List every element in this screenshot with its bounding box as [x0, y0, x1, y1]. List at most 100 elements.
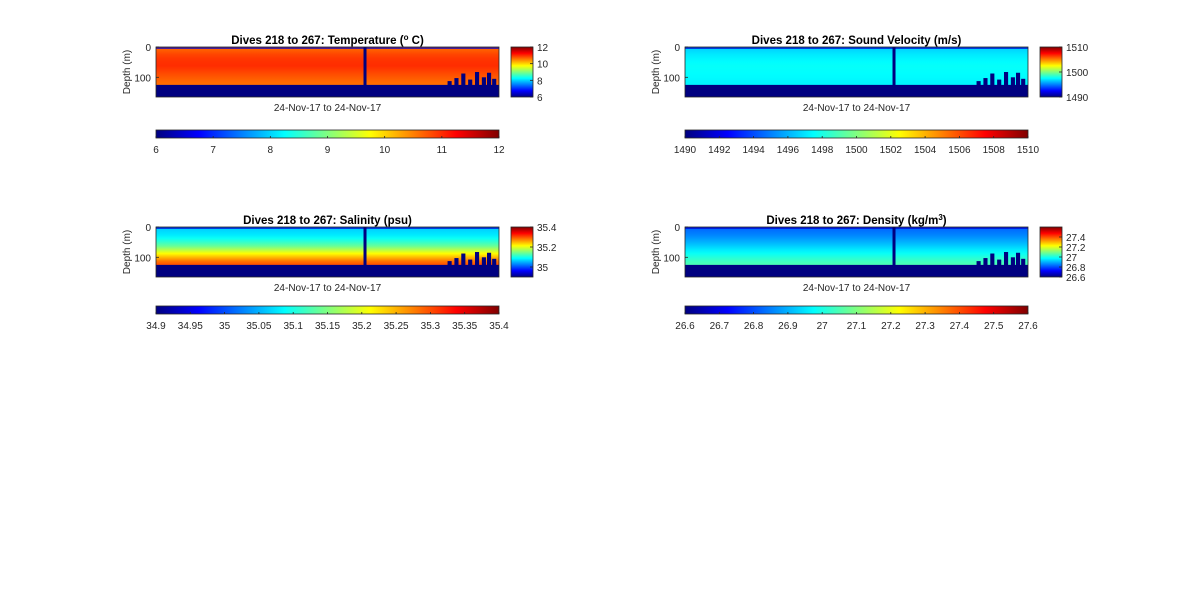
bathymetry-step — [1003, 252, 1009, 266]
horizontal-colorbar-tick-label: 1506 — [948, 145, 971, 156]
y-tick-label: 0 — [674, 223, 680, 234]
y-tick-label: 0 — [145, 43, 151, 54]
colorbar-tick-label: 12 — [537, 43, 549, 54]
bathymetry-step — [492, 258, 497, 266]
bathymetry-step — [447, 261, 452, 266]
horizontal-colorbar-tick-label: 1492 — [708, 145, 731, 156]
bathymetry-step — [481, 77, 486, 86]
surface-gap — [156, 47, 499, 49]
axes-frame — [684, 226, 1029, 278]
colorbar-tick-label: 26.8 — [1066, 263, 1086, 274]
data-gap — [892, 227, 896, 277]
axes-frame — [155, 226, 500, 278]
colorbar — [510, 46, 534, 98]
y-axis-label: Depth (m) — [122, 230, 133, 274]
data-gap — [892, 47, 896, 97]
horizontal-colorbar-tick-label: 1496 — [777, 145, 800, 156]
chart-panel-0: Dives 218 to 267: Temperature (o C) 0 100D… — [122, 33, 549, 156]
bathymetry-step — [1015, 252, 1021, 266]
colorbar-tick-label: 6 — [537, 93, 543, 104]
colorbar — [1039, 46, 1063, 98]
horizontal-colorbar-tick-label: 27.1 — [847, 321, 867, 332]
y-tick-label: 100 — [134, 253, 151, 264]
horizontal-colorbar-tick-label: 6 — [153, 145, 159, 156]
horizontal-colorbar-tick-label: 7 — [210, 145, 216, 156]
axes-frame — [684, 46, 1029, 98]
chart-panel-3: Dives 218 to 267: Density (kg/m3) 0 100Dep… — [651, 213, 1086, 332]
horizontal-colorbar-tick-label: 26.6 — [675, 321, 695, 332]
colorbar-tick-label: 35.4 — [537, 223, 557, 234]
x-axis-label: 24-Nov-17 to 24-Nov-17 — [803, 103, 911, 114]
bathymetry-step — [486, 252, 492, 266]
x-axis-label: 24-Nov-17 to 24-Nov-17 — [274, 103, 382, 114]
bathymetry-step — [468, 259, 473, 266]
bathymetry-step — [447, 81, 452, 86]
surface-gap — [156, 227, 499, 229]
chart-title: Dives 218 to 267: Sound Velocity (m/s) — [752, 35, 962, 47]
bathymetry-step — [454, 258, 459, 266]
colorbar — [510, 226, 534, 278]
axes-frame — [155, 46, 500, 98]
bathymetry-step — [492, 78, 497, 86]
heatmap-field — [156, 47, 499, 85]
colorbar-tick-label: 27.4 — [1066, 233, 1086, 244]
bathymetry-step — [1003, 72, 1009, 86]
chart-title: Dives 218 to 267: Temperature (o C) — [231, 33, 424, 47]
horizontal-colorbar-tick-label: 8 — [268, 145, 274, 156]
bathymetry-step — [976, 81, 981, 86]
horizontal-colorbar-tick-label: 1508 — [983, 145, 1006, 156]
colorbar-tick-label: 26.6 — [1066, 273, 1086, 284]
colorbar-tick-label: 27 — [1066, 253, 1078, 264]
y-tick-label: 0 — [145, 223, 151, 234]
horizontal-colorbar-tick-label: 27 — [817, 321, 829, 332]
horizontal-colorbar-tick-label: 34.9 — [146, 321, 166, 332]
colorbar-tick-label: 35 — [537, 263, 549, 274]
bathymetry-step — [468, 79, 473, 86]
horizontal-colorbar-tick-label: 12 — [493, 145, 505, 156]
y-tick-label: 100 — [663, 73, 680, 84]
bathymetry-step — [486, 72, 492, 86]
bathymetry-step — [997, 259, 1002, 266]
horizontal-colorbar-tick-label: 27.2 — [881, 321, 901, 332]
horizontal-colorbar-tick-label: 26.9 — [778, 321, 798, 332]
data-gap — [363, 227, 367, 277]
y-tick-label: 100 — [663, 253, 680, 264]
horizontal-colorbar-tick-label: 1510 — [1017, 145, 1040, 156]
y-axis-label: Depth (m) — [122, 50, 133, 94]
chart-title: Dives 218 to 267: Salinity (psu) — [243, 215, 412, 227]
horizontal-colorbar-tick-label: 1498 — [811, 145, 834, 156]
surface-gap — [685, 227, 1028, 229]
bathymetry-step — [1021, 78, 1026, 86]
horizontal-colorbar-tick-label: 1502 — [880, 145, 903, 156]
horizontal-colorbar-tick-label: 26.7 — [710, 321, 730, 332]
bathymetry-step — [997, 79, 1002, 86]
y-axis-label: Depth (m) — [651, 50, 662, 94]
bathymetry-step — [1010, 257, 1015, 266]
horizontal-colorbar-tick-label: 1490 — [674, 145, 697, 156]
horizontal-colorbar-tick-label: 1504 — [914, 145, 937, 156]
heatmap-field — [685, 47, 1028, 85]
bathymetry-step — [481, 257, 486, 266]
colorbar-tick-label: 1510 — [1066, 43, 1089, 54]
horizontal-colorbar-tick-label: 27.5 — [984, 321, 1004, 332]
horizontal-colorbar-tick-label: 35.3 — [421, 321, 441, 332]
bathymetry-step — [1015, 72, 1021, 86]
colorbar-tick-label: 1500 — [1066, 68, 1089, 79]
horizontal-colorbar-tick-label: 10 — [379, 145, 391, 156]
horizontal-colorbar-tick-label: 9 — [325, 145, 331, 156]
horizontal-colorbar-tick-label: 27.3 — [915, 321, 935, 332]
horizontal-colorbar-tick-label: 35.1 — [283, 321, 303, 332]
bathymetry-step — [990, 253, 995, 266]
surface-gap — [685, 47, 1028, 49]
y-tick-label: 100 — [134, 73, 151, 84]
horizontal-colorbar-tick-label: 35.25 — [384, 321, 409, 332]
bathymetry-step — [474, 252, 480, 266]
horizontal-colorbar-tick-label: 35.4 — [489, 321, 509, 332]
horizontal-colorbar-tick-label: 1500 — [845, 145, 868, 156]
horizontal-colorbar-tick-label: 35.15 — [315, 321, 340, 332]
y-axis-label: Depth (m) — [651, 230, 662, 274]
bathymetry-step — [983, 78, 988, 86]
bathymetry-step — [461, 73, 466, 86]
heatmap-field — [156, 227, 499, 265]
